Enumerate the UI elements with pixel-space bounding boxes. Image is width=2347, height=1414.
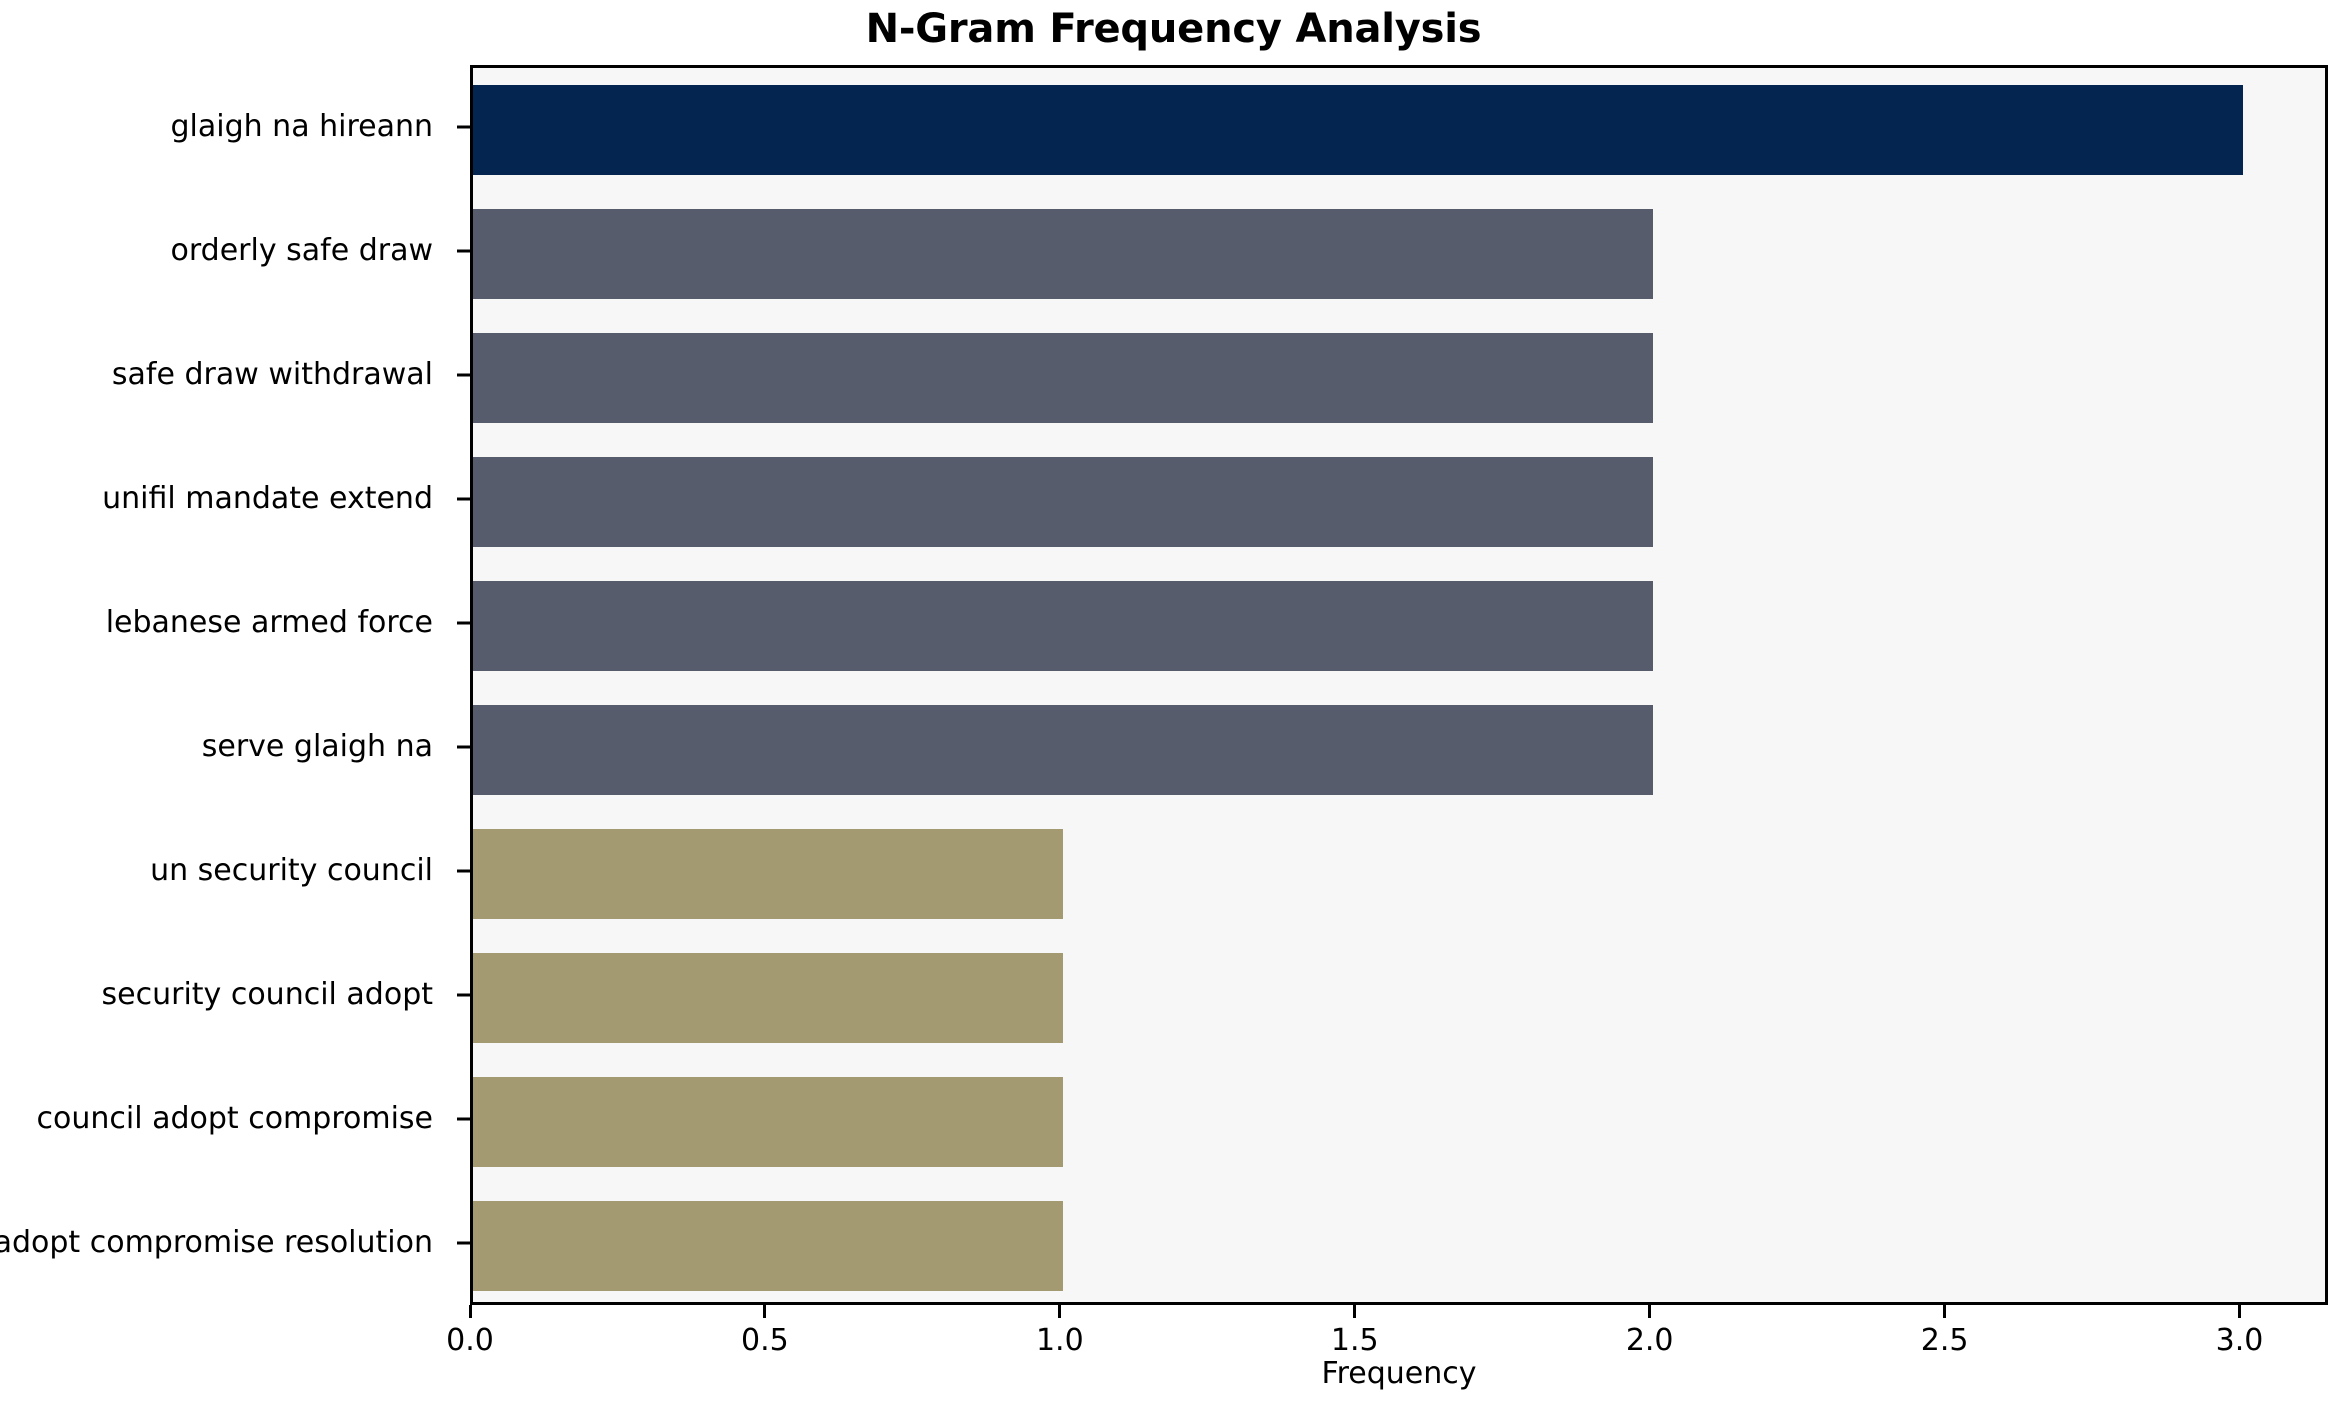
y-axis-tick-mark [457,497,470,501]
x-axis-tick-label: 0.5 [741,1323,789,1358]
bar [473,705,1653,795]
bar [473,1201,1063,1291]
x-axis-ticks: 0.0 0.5 1.0 1.5 2.0 2.5 3.0 [446,1305,2328,1405]
x-axis-tick-label: 1.5 [1330,1323,1379,1358]
y-axis-tick-mark [457,1117,470,1121]
bar [473,333,1653,423]
x-axis-tick-label: 1.0 [1035,1323,1084,1358]
y-axis-tick-labels: glaigh na hireann orderly safe draw safe d… [0,65,455,1305]
y-axis-tick-mark [457,249,470,253]
y-axis-tick-mark [457,745,470,749]
bar [473,457,1653,547]
bar [473,209,1653,299]
x-axis-tick-mark [1058,1305,1062,1318]
y-axis-tick-label: lebanese armed force [105,605,433,640]
plot-area [470,65,2328,1305]
x-axis-tick-mark [763,1305,767,1318]
chart-title: N-Gram Frequency Analysis [865,6,1482,52]
y-axis-tick-label: unifil mandate extend [102,481,433,516]
x-axis-tick-label: 0.0 [446,1323,494,1358]
y-axis-tick-mark [457,373,470,377]
y-axis-tick-label: serve glaigh na [201,729,433,764]
x-axis-tick-mark [1353,1305,1357,1318]
y-axis-tick-label: safe draw withdrawal [111,357,433,392]
x-axis-tick-mark [1648,1305,1652,1318]
bar [473,85,2243,175]
x-axis-title: Frequency [1321,1356,1477,1391]
y-axis-tick-label: orderly safe draw [170,233,434,268]
y-axis-tick-mark [457,869,470,873]
y-axis-tick-label: un security council [150,853,433,888]
y-axis-tick-mark [457,1241,470,1245]
y-axis-tick-label: council adopt compromise [36,1101,434,1136]
y-axis-tick-mark [457,993,470,997]
y-axis-tick-mark [457,621,470,625]
y-axis-tick-mark [457,125,470,129]
y-axis-tick-label: glaigh na hireann [170,109,433,144]
bar [473,1077,1063,1167]
x-axis-tick-mark [2238,1305,2242,1318]
y-axis-tick-label: adopt compromise resolution [0,1225,433,1260]
x-axis-tick-label: 3.0 [2215,1323,2264,1358]
bars-layer [473,68,2325,1302]
x-axis-tick-mark [468,1305,472,1318]
x-axis-tick-mark [1943,1305,1947,1318]
bar [473,581,1653,671]
x-axis-tick-label: 2.0 [1625,1323,1674,1358]
bar [473,829,1063,919]
bar [473,953,1063,1043]
y-axis-tick-label: security council adopt [101,977,433,1012]
x-axis-tick-label: 2.5 [1920,1323,1969,1358]
